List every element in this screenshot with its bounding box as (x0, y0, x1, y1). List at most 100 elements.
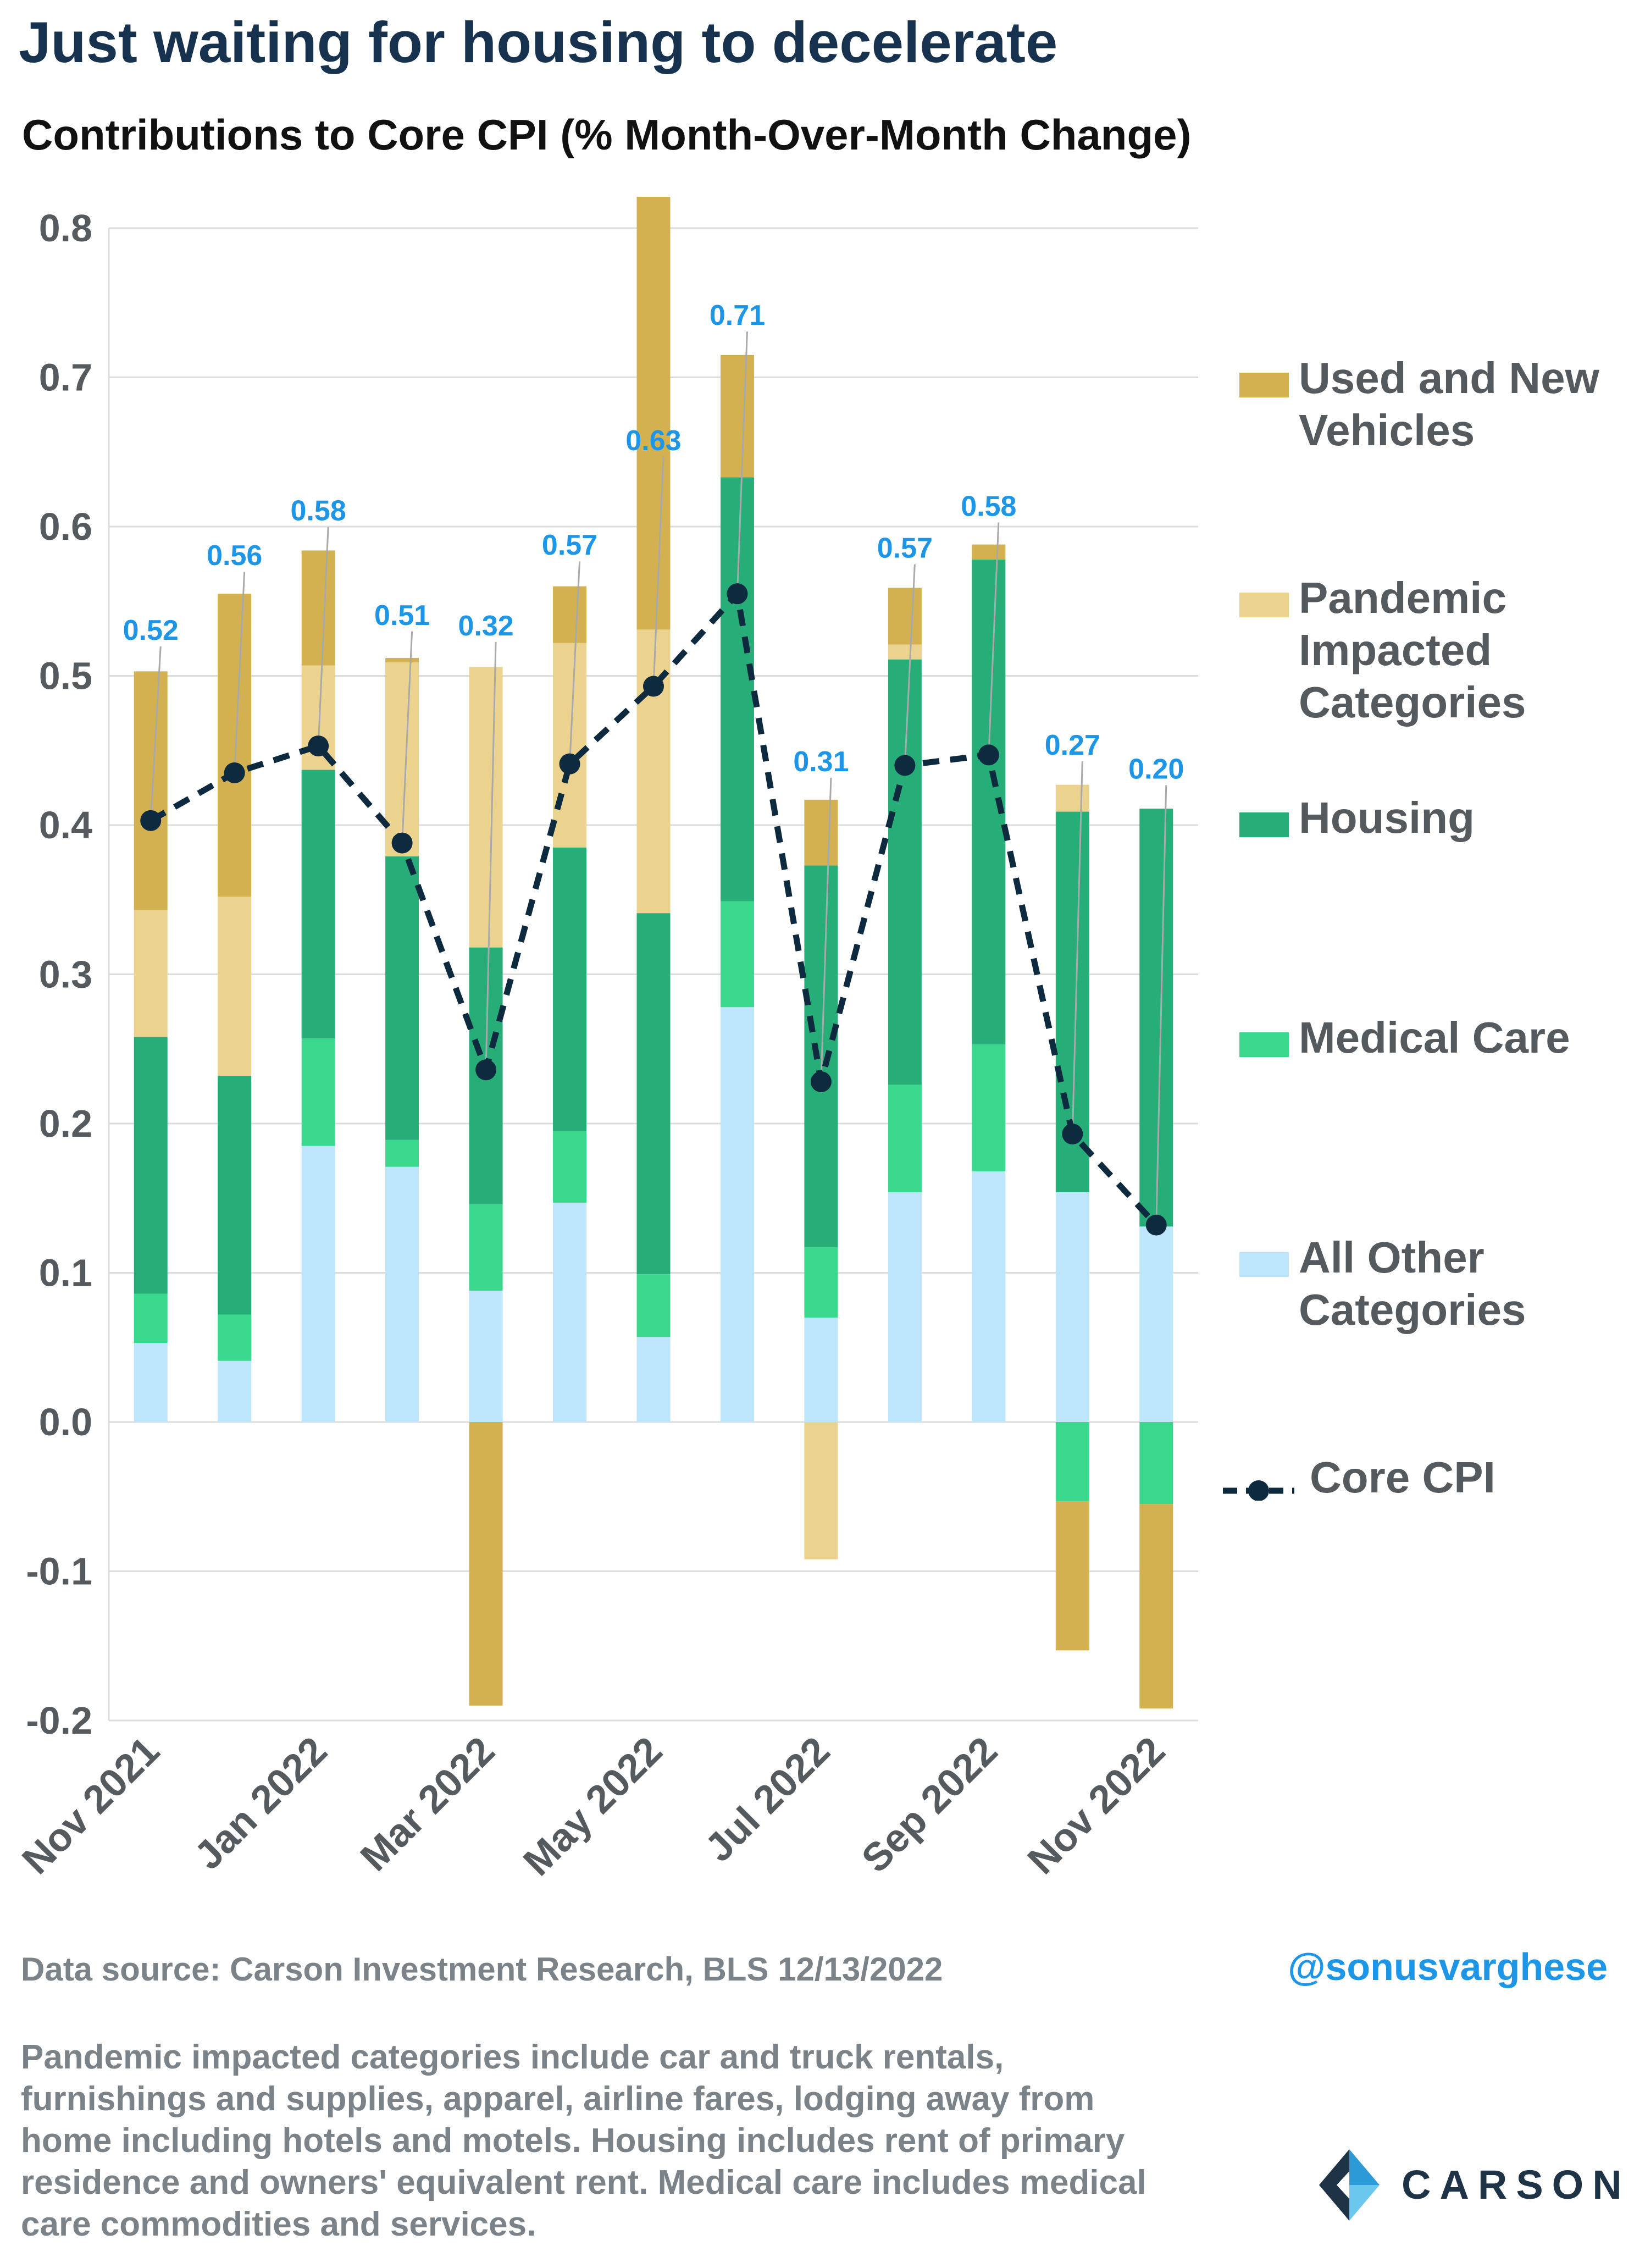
bar-segment (301, 770, 335, 1039)
bar-segment (888, 659, 922, 1085)
value-label: 0.58 (961, 491, 1016, 523)
core-cpi-point (224, 762, 245, 783)
legend-item: Core CPI (1223, 1451, 1634, 1503)
legend: Used and New Vehicles Pandemic Impacted Cate… (1223, 0, 1634, 1649)
legend-label-line: Categories (1299, 1285, 1526, 1334)
legend-label-line: Used and New (1299, 353, 1599, 402)
bar-segment (1139, 809, 1173, 1227)
legend-item: All Other Categories (1239, 1231, 1629, 1336)
author-handle: @sonusvarghese (1288, 1945, 1608, 1988)
value-label-leader (736, 331, 748, 594)
value-label-leader (149, 646, 162, 821)
legend-item: Pandemic Impacted Categories (1239, 572, 1629, 728)
bar-segment (804, 799, 838, 866)
legend-item: Medical Care (1239, 1011, 1629, 1064)
bar-segment (134, 671, 168, 910)
core-cpi-point (559, 753, 580, 775)
x-tick-label: Jan 2022 (186, 1729, 336, 1878)
y-tick-label: 0.8 (39, 207, 92, 250)
carson-logo: CARSON (1297, 2138, 1622, 2232)
y-tick-label: -0.2 (26, 1699, 92, 1742)
value-label-leader (988, 522, 1000, 755)
bar-segment (301, 1146, 335, 1422)
value-label-leader (1155, 785, 1167, 1225)
value-label: 0.63 (625, 425, 681, 457)
y-tick-label: 0.3 (39, 953, 92, 996)
chart-subtitle: Contributions to Core CPI (% Month-Over-… (22, 110, 1192, 159)
value-label: 0.32 (458, 610, 513, 642)
value-label: 0.71 (710, 300, 765, 331)
value-label: 0.58 (291, 495, 346, 527)
legend-label-line: Medical Care (1299, 1013, 1570, 1062)
bar-segment (1139, 1504, 1173, 1709)
bar-segment (385, 657, 419, 663)
value-label-leader (401, 631, 413, 843)
y-tick-label: 0.6 (39, 505, 92, 548)
bar-segment (553, 1131, 587, 1203)
value-label: 0.56 (207, 540, 262, 572)
core-cpi-point (978, 744, 999, 766)
x-axis-tick-labels: Nov 2021 Jan 2022 Mar 2022 May 2022 Jul 2022… (14, 1729, 1173, 1884)
bar-segment (804, 1422, 838, 1559)
legend-label-line: Impacted (1299, 626, 1492, 674)
y-tick-label: 0.2 (39, 1102, 92, 1145)
chart-title: Just waiting for housing to decelerate (19, 10, 1058, 75)
bar-segment (804, 865, 838, 1248)
core-cpi-point (1062, 1124, 1083, 1145)
bar-segment (385, 1166, 419, 1422)
core-cpi-point (475, 1059, 497, 1081)
value-label-leader (569, 561, 581, 764)
legend-label-line: Categories (1299, 678, 1526, 727)
bar-segment (720, 1007, 754, 1422)
bar-segment (972, 1044, 1006, 1171)
value-label-leader (1071, 761, 1083, 1135)
value-label-leader (317, 527, 329, 746)
bar-segment (301, 550, 335, 666)
bar-segment (636, 913, 671, 1275)
value-label-leader (820, 777, 832, 1082)
value-label-leader (485, 641, 497, 1070)
bar-segment (636, 1337, 671, 1422)
y-tick-label: 0.1 (39, 1252, 92, 1295)
value-label-leader (652, 457, 664, 687)
y-tick-label: 0.0 (39, 1401, 92, 1443)
core-cpi-point (308, 735, 329, 757)
x-tick-label: Mar 2022 (352, 1729, 503, 1880)
bar-segment (888, 644, 922, 660)
bar-segment (888, 588, 922, 645)
bar-segment (218, 1076, 252, 1315)
legend-swatch (1239, 593, 1289, 617)
y-tick-label: 0.7 (39, 356, 92, 399)
bar-segment (553, 643, 587, 848)
y-tick-label: -0.1 (26, 1550, 92, 1593)
bar-segment (469, 1204, 503, 1291)
legend-label: Pandemic Impacted Categories (1299, 572, 1629, 728)
core-cpi-point (1145, 1214, 1167, 1236)
bar-segment (553, 586, 587, 643)
core-cpi-line (140, 583, 1167, 1236)
bar-segment (1055, 1501, 1089, 1651)
x-tick-label: Jul 2022 (697, 1729, 839, 1871)
core-cpi-point (643, 676, 664, 697)
footnote: Pandemic impacted categories include car… (21, 2038, 1146, 2243)
bar-segment (385, 1139, 419, 1167)
carson-chevron-logo-icon (1319, 2149, 1380, 2221)
bar-segment (636, 1274, 671, 1337)
core-cpi-point (140, 810, 162, 831)
bar-segment (134, 1343, 168, 1422)
legend-label-line: Core CPI (1310, 1453, 1495, 1502)
bar-segment (553, 1202, 587, 1422)
bar-segment (553, 847, 587, 1131)
value-label: 0.27 (1045, 729, 1100, 761)
legend-label: Medical Care (1299, 1011, 1629, 1064)
value-labels: 0.52 0.56 0.58 0.51 0.32 0.57 0.63 0.71 0.31 0.57… (123, 300, 1184, 785)
carson-logo-wordmark: CARSON (1402, 2162, 1631, 2208)
bar-segment (1055, 1422, 1089, 1501)
bars (134, 196, 1173, 1709)
value-label-leaders (149, 331, 1167, 1225)
value-label: 0.57 (542, 529, 597, 561)
bar-segment (218, 594, 252, 897)
legend-swatch (1239, 1252, 1289, 1277)
bar-segment (888, 1085, 922, 1192)
bar-segment (134, 910, 168, 1037)
